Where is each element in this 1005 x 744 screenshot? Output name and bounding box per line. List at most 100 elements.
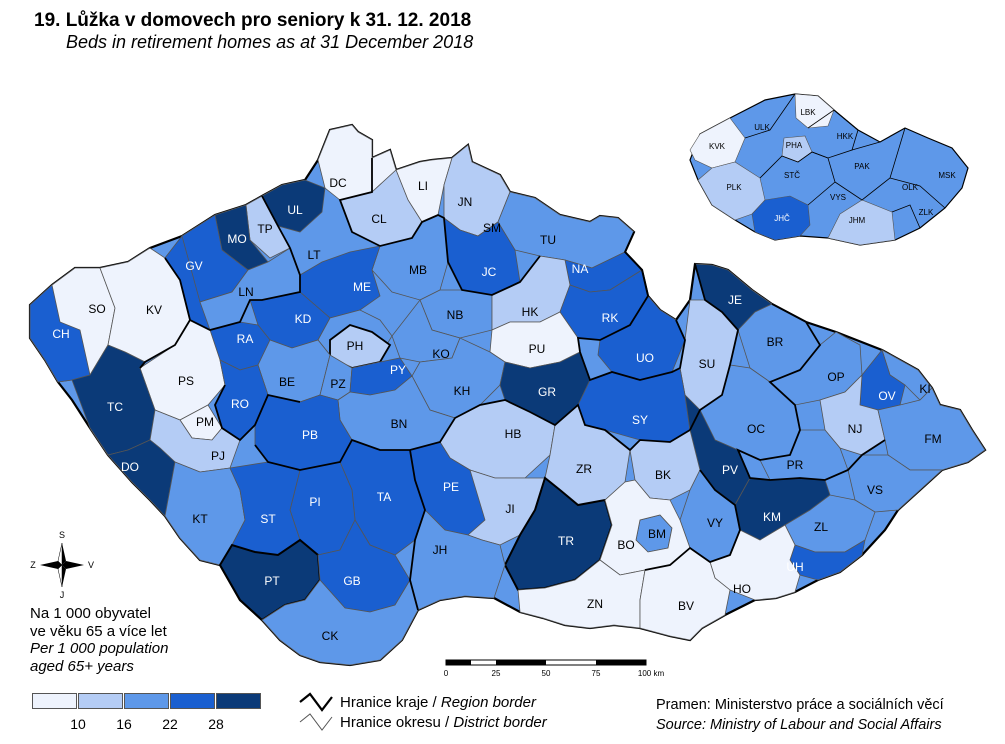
scale-tick-100: 100 km xyxy=(638,669,665,678)
region-border-en: Region border xyxy=(440,694,536,711)
region-label-hkk: HKK xyxy=(837,132,854,141)
region-label-ulk: ULK xyxy=(754,123,770,132)
district-label-hk: HK xyxy=(522,305,539,319)
source-cz: Pramen: Ministerstvo práce a sociálních … xyxy=(656,697,944,713)
district-label-bn: BN xyxy=(391,417,408,431)
district-label-je: JE xyxy=(728,293,742,307)
district-label-na: NA xyxy=(572,262,589,276)
district-label-zn: ZN xyxy=(587,597,603,611)
unit-en-line1: Per 1 000 population xyxy=(30,640,169,657)
district-label-me: ME xyxy=(353,280,371,294)
border-legend: Hranice kraje / Region border Hranice ok… xyxy=(340,693,547,733)
region-label-vys: VYS xyxy=(830,193,846,202)
scale-tick-50: 50 xyxy=(542,669,551,678)
district-label-hb: HB xyxy=(505,427,522,441)
district-label-jc: JC xyxy=(482,265,497,279)
region-label-lbk: LBK xyxy=(800,108,816,117)
district-label-st: ST xyxy=(260,512,276,526)
district-label-kt: KT xyxy=(192,512,208,526)
unit-cz-line2: ve věku 65 a více let xyxy=(30,622,167,640)
district-label-su: SU xyxy=(699,357,716,371)
legend-tick: 22 xyxy=(162,716,178,732)
border-legend-symbols xyxy=(299,692,333,731)
district-label-pr: PR xyxy=(787,458,804,472)
district-border-en: District border xyxy=(453,714,547,731)
legend-swatch-1 xyxy=(78,693,123,709)
region-border-cz: Hranice kraje / xyxy=(340,694,437,711)
source-en: Source: Ministry of Labour and Social Af… xyxy=(656,717,942,733)
district-label-do: DO xyxy=(121,460,139,474)
district-label-gb: GB xyxy=(343,574,360,588)
district-label-lt: LT xyxy=(307,248,321,262)
district-label-vs: VS xyxy=(867,483,883,497)
district-label-ho: HO xyxy=(733,582,751,596)
district-label-ov: OV xyxy=(878,389,895,403)
scale-tick-75: 75 xyxy=(592,669,601,678)
district-label-tc: TC xyxy=(107,400,123,414)
page-title: 19. Lůžka v domovech pro seniory k 31. 1… xyxy=(34,10,472,31)
district-label-pj: PJ xyxy=(211,449,225,463)
unit-en-line2: aged 65+ years xyxy=(30,657,134,675)
legend-swatch-0 xyxy=(32,693,77,709)
scale-tick-25: 25 xyxy=(492,669,501,678)
unit-cz-line1: Na 1 000 obyvatel xyxy=(30,605,151,622)
district-label-ln: LN xyxy=(238,285,253,299)
region-label-jhč: JHČ xyxy=(774,214,790,223)
region-label-pak: PAK xyxy=(854,162,870,171)
district-label-kh: KH xyxy=(454,384,471,398)
compass-s: J xyxy=(60,590,65,600)
region-label-pha: PHA xyxy=(786,141,803,150)
district-label-zr: ZR xyxy=(576,462,592,476)
scale-bar: 0 25 50 75 100 km xyxy=(444,659,665,678)
district-label-ki: KI xyxy=(919,382,930,396)
legend-swatch-2 xyxy=(124,693,169,709)
source-note: Pramen: Ministerstvo práce a sociálních … xyxy=(656,695,944,735)
district-label-py: PY xyxy=(390,363,406,377)
district-label-km: KM xyxy=(763,510,781,524)
region-label-stč: STČ xyxy=(784,171,800,180)
district-areas xyxy=(29,124,986,666)
district-label-pz: PZ xyxy=(330,377,345,391)
district-label-sm: SM xyxy=(483,221,501,235)
district-label-jh: JH xyxy=(433,543,448,557)
district-label-nj: NJ xyxy=(848,422,863,436)
district-label-pv: PV xyxy=(722,463,738,477)
compass-e: V xyxy=(88,560,94,570)
district-label-mo: MO xyxy=(227,232,246,246)
district-label-ji: JI xyxy=(505,502,514,516)
district-label-pm: PM xyxy=(196,415,214,429)
district-label-dc: DC xyxy=(329,176,347,190)
legend-tick: 10 xyxy=(70,716,86,732)
district-label-nb: NB xyxy=(447,308,464,322)
district-label-ra: RA xyxy=(237,332,254,346)
page-subtitle: Beds in retirement homes as at 31 Decemb… xyxy=(66,32,474,52)
district-label-ch: CH xyxy=(52,327,69,341)
region-labels: LBK ULK KVK PHA HKK MSK PAK STČ OLK PLK VYS ZLK JHČ J… xyxy=(709,108,956,225)
legend-swatch-4 xyxy=(216,693,261,709)
district-label-gv: GV xyxy=(185,259,202,273)
district-label-bv: BV xyxy=(678,599,694,613)
region-label-msk: MSK xyxy=(938,171,956,180)
district-labels: DC LI JN UL TP MO CL SM LT GV TU MB JC NA SO KV LN ME CH KD… xyxy=(52,176,941,643)
district-label-pi: PI xyxy=(309,495,320,509)
legend-tick: 16 xyxy=(116,716,132,732)
district-label-uh: UH xyxy=(786,560,803,574)
district-label-br: BR xyxy=(767,335,784,349)
region-label-plk: PLK xyxy=(726,183,742,192)
district-label-ko: KO xyxy=(432,347,449,361)
district-label-rk: RK xyxy=(602,311,619,325)
region-borders xyxy=(139,158,886,611)
district-label-zl: ZL xyxy=(814,520,828,534)
district-label-ul: UL xyxy=(287,203,303,217)
district-label-ph: PH xyxy=(347,339,364,353)
district-label-jn: JN xyxy=(458,195,473,209)
district-label-kv: KV xyxy=(146,303,162,317)
district-label-ta: TA xyxy=(377,490,391,504)
district-label-op: OP xyxy=(827,370,844,384)
district-label-ro: RO xyxy=(231,397,249,411)
district-label-pt: PT xyxy=(264,574,280,588)
region-label-jhm: JHM xyxy=(849,216,866,225)
district-label-oc: OC xyxy=(747,422,765,436)
legend-swatch-3 xyxy=(170,693,215,709)
